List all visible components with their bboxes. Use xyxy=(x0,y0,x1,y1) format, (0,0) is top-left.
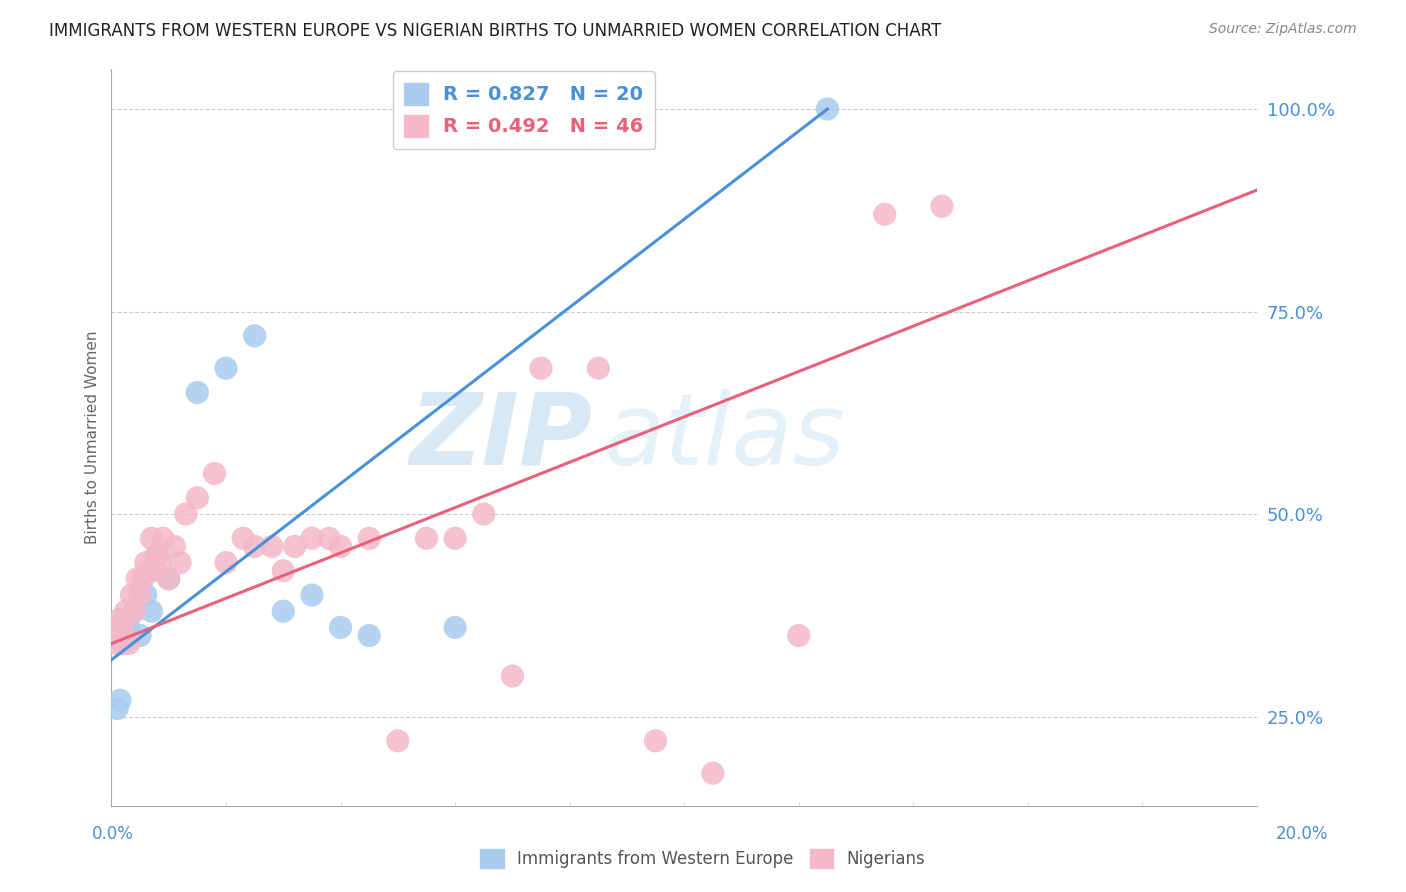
Point xyxy=(301,532,323,546)
Point xyxy=(129,628,152,642)
Point xyxy=(359,628,381,642)
Point xyxy=(129,588,152,602)
Point xyxy=(132,572,155,586)
Text: ZIP: ZIP xyxy=(409,389,592,485)
Point xyxy=(120,588,142,602)
Point xyxy=(127,572,149,586)
Point xyxy=(243,540,266,554)
Point xyxy=(114,604,136,618)
Point xyxy=(444,620,467,634)
Point xyxy=(387,734,409,748)
Point xyxy=(108,612,131,626)
Point xyxy=(157,572,180,586)
Point xyxy=(444,532,467,546)
Point xyxy=(103,620,125,634)
Point xyxy=(359,532,381,546)
Point xyxy=(243,328,266,343)
Point xyxy=(141,532,163,546)
Point xyxy=(111,620,134,634)
Point xyxy=(329,620,352,634)
Text: Source: ZipAtlas.com: Source: ZipAtlas.com xyxy=(1209,22,1357,37)
Text: atlas: atlas xyxy=(605,389,845,485)
Point xyxy=(186,385,208,400)
Text: 0.0%: 0.0% xyxy=(91,825,134,843)
Point xyxy=(124,604,146,618)
Legend: R = 0.827   N = 20, R = 0.492   N = 46: R = 0.827 N = 20, R = 0.492 N = 46 xyxy=(392,70,655,149)
Point xyxy=(215,361,238,376)
Point xyxy=(117,620,139,634)
Point xyxy=(117,637,139,651)
Legend: Immigrants from Western Europe, Nigerians: Immigrants from Western Europe, Nigerian… xyxy=(474,842,932,875)
Point xyxy=(146,548,169,562)
Point xyxy=(815,102,838,116)
Point xyxy=(105,637,128,651)
Point xyxy=(138,564,160,578)
Point xyxy=(103,628,125,642)
Point xyxy=(501,669,523,683)
Text: 20.0%: 20.0% xyxy=(1277,825,1329,843)
Point xyxy=(301,588,323,602)
Point xyxy=(329,540,352,554)
Point xyxy=(284,540,307,554)
Point xyxy=(174,507,197,521)
Point xyxy=(472,507,495,521)
Point xyxy=(146,548,169,562)
Point xyxy=(149,556,172,570)
Point xyxy=(108,693,131,707)
Point xyxy=(105,701,128,715)
Text: IMMIGRANTS FROM WESTERN EUROPE VS NIGERIAN BIRTHS TO UNMARRIED WOMEN CORRELATION: IMMIGRANTS FROM WESTERN EUROPE VS NIGERI… xyxy=(49,22,942,40)
Point xyxy=(318,532,340,546)
Point xyxy=(702,766,724,780)
Point xyxy=(157,572,180,586)
Point xyxy=(169,556,191,570)
Y-axis label: Births to Unmarried Women: Births to Unmarried Women xyxy=(86,330,100,544)
Point xyxy=(271,564,294,578)
Point xyxy=(111,637,134,651)
Point xyxy=(931,199,953,213)
Point xyxy=(415,532,437,546)
Point xyxy=(787,628,810,642)
Point xyxy=(588,361,610,376)
Point xyxy=(260,540,283,554)
Point xyxy=(873,207,896,221)
Point xyxy=(163,540,186,554)
Point xyxy=(124,604,146,618)
Point xyxy=(271,604,294,618)
Point xyxy=(143,564,166,578)
Point xyxy=(215,556,238,570)
Point xyxy=(152,532,174,546)
Point xyxy=(204,467,226,481)
Point xyxy=(232,532,254,546)
Point xyxy=(644,734,666,748)
Point xyxy=(135,588,157,602)
Point xyxy=(135,556,157,570)
Point xyxy=(141,604,163,618)
Point xyxy=(186,491,208,505)
Point xyxy=(530,361,553,376)
